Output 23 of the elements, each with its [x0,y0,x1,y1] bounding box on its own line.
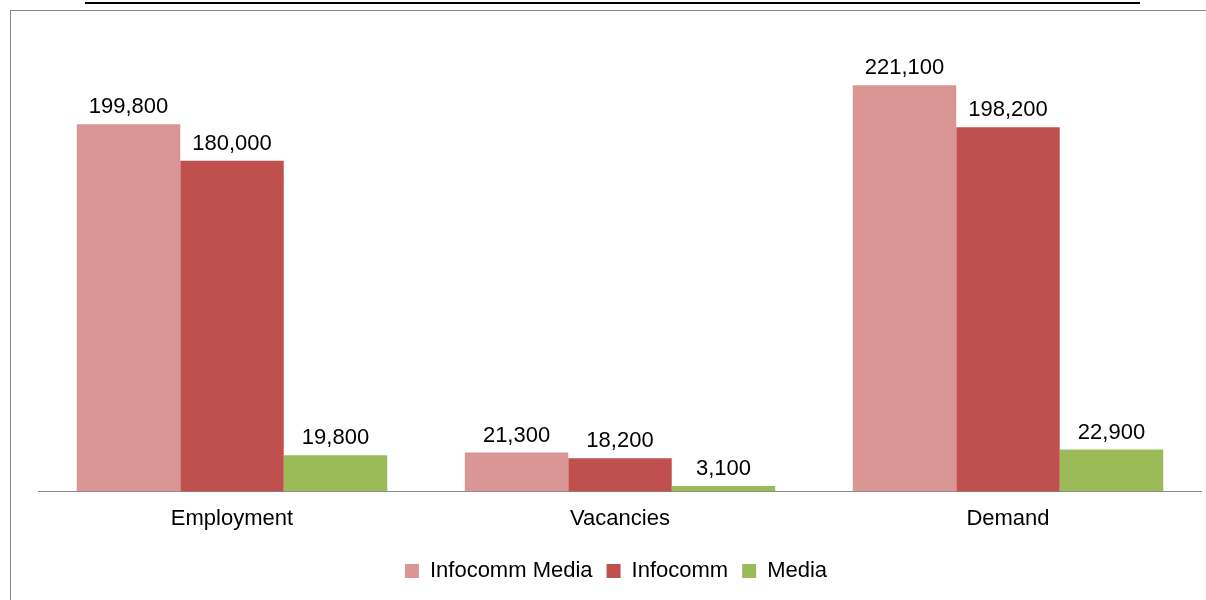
x-tick-label: Demand [966,504,1050,530]
data-label: 18,200 [586,427,654,453]
data-label: 22,900 [1077,418,1146,444]
bar [180,160,284,492]
x-tick-label: Vacancies [570,504,670,530]
legend-label: Infocomm [631,557,729,583]
bar [1059,449,1164,492]
data-label: 221,100 [864,54,945,80]
x-tick-label: Employment [170,504,294,530]
data-label: 199,800 [88,93,169,119]
bar [283,455,388,492]
data-label: 3,100 [695,454,751,480]
bar [464,452,569,492]
data-label: 21,300 [482,421,551,447]
legend-label: Infocomm Media [429,557,594,583]
data-label: 198,200 [968,96,1048,122]
bar [568,458,672,492]
legend-label: Media [767,557,828,583]
data-label: 180,000 [192,129,272,155]
bar [76,124,181,492]
bar [852,85,957,492]
data-label: 19,800 [301,424,370,450]
bar [956,127,1060,492]
